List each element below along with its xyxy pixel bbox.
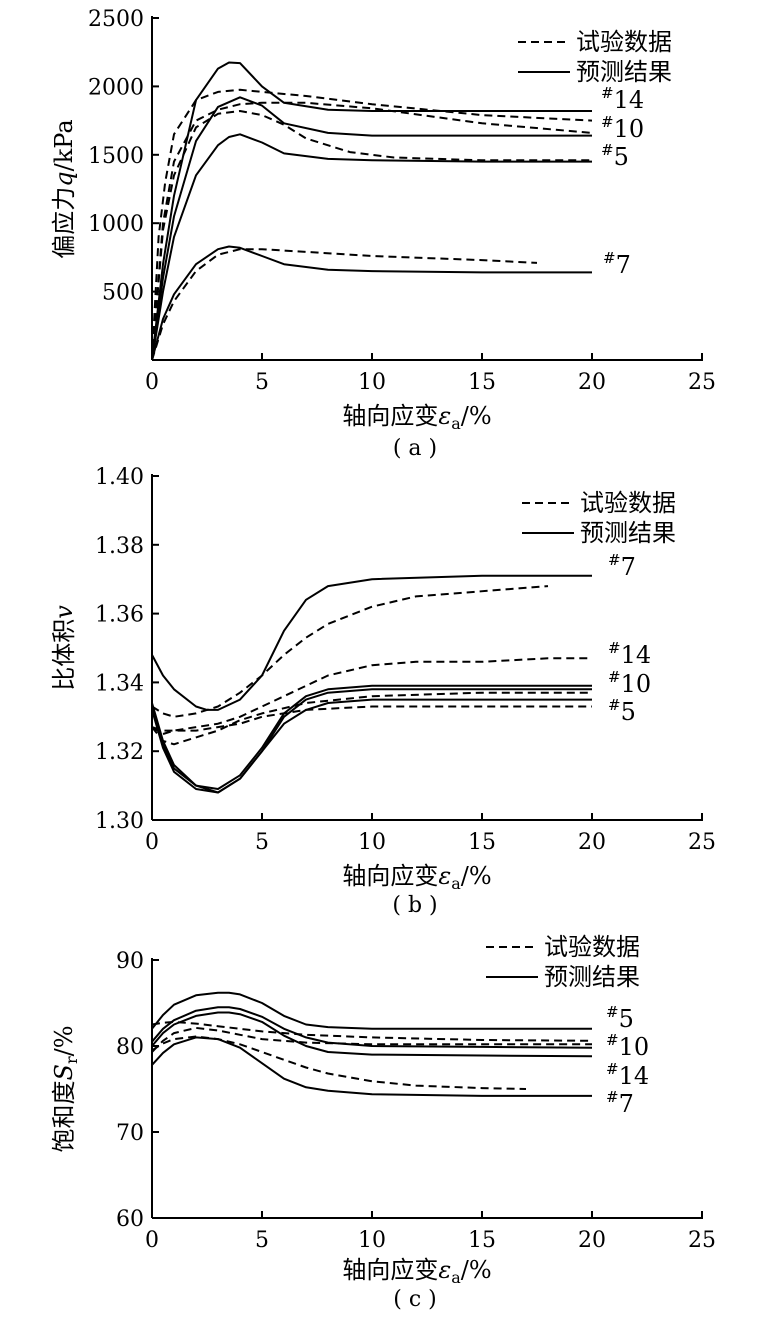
series-line-n14-solid	[151, 1011, 593, 1058]
series-line-n7-solid	[151, 574, 592, 711]
series-line-n5-solid	[151, 133, 592, 361]
x-tick-label: 5	[255, 1228, 269, 1253]
series-line-n14-solid	[151, 688, 592, 794]
series-line-n10-solid	[151, 684, 592, 790]
legend-solid-label: 预测结果	[580, 519, 676, 547]
x-tick-label: 20	[578, 830, 606, 855]
x-tick-label: 20	[578, 370, 606, 395]
y-tick-label: 500	[102, 281, 144, 306]
y-tick-label: 1.38	[95, 534, 144, 559]
y-tick-label: 2500	[88, 7, 144, 32]
y-tick-label: 1500	[88, 144, 144, 169]
series-line-n7-dashed	[151, 585, 549, 718]
y-tick-label: 1.30	[95, 809, 144, 834]
x-tick-label: 20	[578, 1228, 606, 1253]
y-tick-label: 1.34	[95, 671, 144, 696]
y-tick-label: 1.32	[95, 740, 144, 765]
x-tick-label: 15	[468, 370, 496, 395]
y-tick-label: 1.36	[95, 603, 144, 628]
curve-label-n14: #14	[606, 1060, 649, 1090]
series-line-n10-dashed	[151, 1026, 592, 1053]
y-tick-label: 80	[116, 1035, 144, 1060]
x-tick-label: 10	[358, 370, 386, 395]
curve-label-n14: #14	[601, 84, 644, 114]
series-line-n5-solid	[151, 991, 592, 1030]
chart-panel-c: 0 5 10 15 20 25 60 70 80 90 轴向应变εa/%( c ) 饱和度Sr/% 试验…	[50, 933, 716, 1312]
series-line-n14-dashed	[151, 88, 593, 361]
series-line-n14-dashed	[151, 657, 592, 735]
series-line-n5-solid	[151, 698, 592, 794]
x-tick-label: 15	[468, 830, 496, 855]
y-axis-label: 比体积v	[50, 605, 78, 691]
series-line-n5-dashed	[151, 110, 592, 361]
x-axis-label: 轴向应变εa/%	[342, 862, 491, 893]
curve-label-n10: #10	[606, 1031, 649, 1061]
panel-caption: ( c )	[393, 1287, 436, 1312]
x-tick-label: 25	[688, 370, 716, 395]
x-tick-label: 0	[145, 830, 159, 855]
x-tick-label: 15	[468, 1228, 496, 1253]
series-line-n7-dashed	[151, 248, 538, 361]
y-tick-label: 1000	[88, 212, 144, 237]
y-axis-label: 饱和度Sr/%	[50, 1026, 81, 1153]
x-axis-label: 轴向应变εa/%	[342, 1256, 491, 1287]
series-line-n7-solid	[151, 1036, 592, 1097]
curve-label-n7: #7	[603, 249, 631, 279]
curve-label-n7: #7	[608, 551, 636, 581]
x-tick-label: 5	[255, 830, 269, 855]
legend-solid-label: 预测结果	[576, 58, 672, 86]
panel-caption: ( b )	[392, 893, 437, 918]
x-axis-label: 轴向应变εa/%	[342, 402, 491, 433]
y-tick-label: 2000	[88, 75, 144, 100]
x-tick-label: 0	[145, 370, 159, 395]
x-tick-label: 25	[688, 830, 716, 855]
curve-label-n5: #5	[601, 141, 629, 171]
curve-label-n7: #7	[606, 1088, 634, 1118]
chart-panel-a: 0 5 10 15 20 25 500 1000 1500 2000 2500 轴向应变εa/% ( a…	[50, 7, 716, 461]
series-line-n5-dashed	[151, 705, 592, 732]
curve-label-n5: #5	[608, 696, 636, 726]
curve-label-n10: #10	[608, 668, 651, 698]
x-tick-label: 10	[358, 1228, 386, 1253]
y-tick-label: 60	[116, 1207, 144, 1232]
y-axis-label: 偏应力q/kPa	[50, 119, 78, 258]
series-line-n10-solid	[151, 1006, 593, 1049]
curve-label-n5: #5	[606, 1003, 634, 1033]
legend-solid-label: 预测结果	[544, 963, 640, 991]
series-line-n14-dashed	[151, 1035, 527, 1090]
x-tick-label: 0	[145, 1228, 159, 1253]
chart-panel-b: 0 5 10 15 20 25 1.30 1.32 1.34 1.36 1.38 1.40 轴向应变εa…	[50, 465, 716, 918]
x-tick-label: 10	[358, 830, 386, 855]
x-tick-label: 25	[688, 1228, 716, 1253]
y-tick-label: 70	[116, 1121, 144, 1146]
legend-dashed-label: 试验数据	[580, 489, 676, 517]
series-line-n7-solid	[151, 245, 592, 361]
curve-label-n10: #10	[601, 113, 644, 143]
panel-caption: ( a )	[393, 436, 437, 461]
y-tick-label: 90	[116, 949, 144, 974]
legend-dashed-label: 试验数据	[544, 933, 640, 961]
series-line-n5-dashed	[151, 1020, 593, 1042]
series-line-n10-solid	[151, 96, 592, 361]
x-tick-label: 5	[255, 370, 269, 395]
series-line-n14-solid	[151, 61, 592, 361]
legend-dashed-label: 试验数据	[576, 28, 672, 56]
series-line-n10-dashed	[151, 101, 593, 361]
y-tick-label: 1.40	[95, 465, 144, 490]
curve-label-n14: #14	[608, 639, 651, 669]
